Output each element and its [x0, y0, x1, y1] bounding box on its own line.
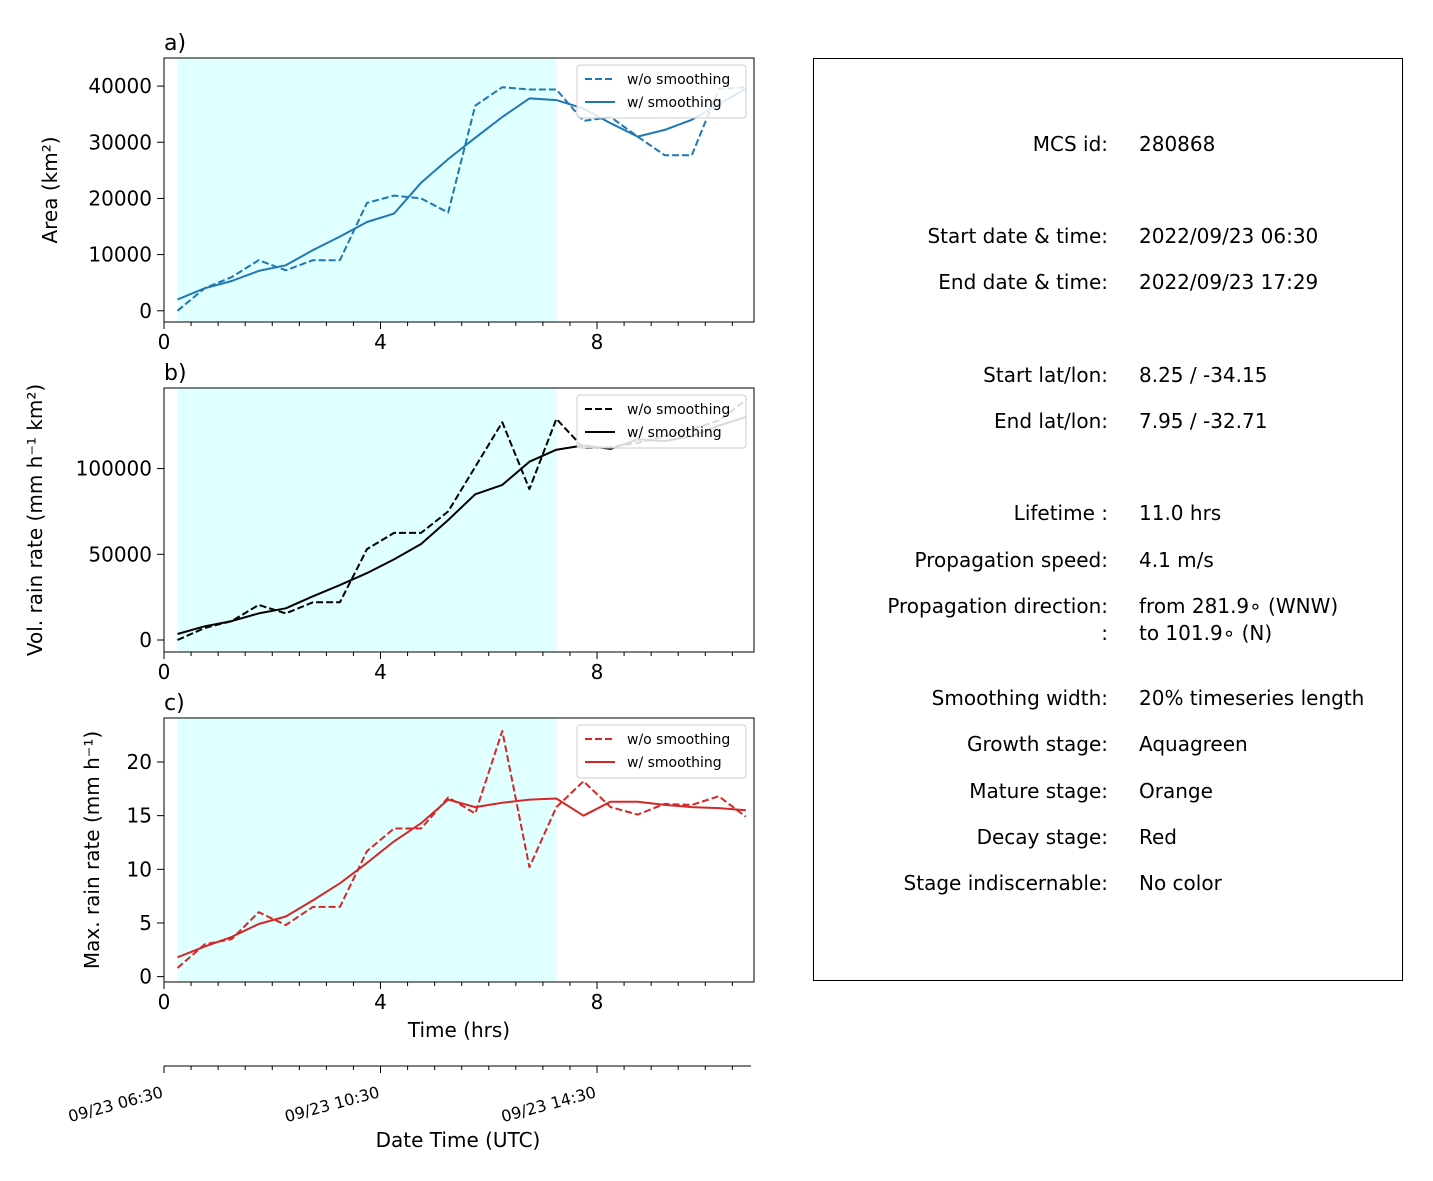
info-label: : — [1101, 621, 1108, 645]
legend-label: w/ smoothing — [627, 95, 722, 111]
info-label: End lat/lon: — [994, 409, 1108, 433]
info-value: 7.95 / -32.71 — [1139, 409, 1268, 433]
info-value: 2022/09/23 06:30 — [1139, 224, 1319, 248]
info-label: Growth stage: — [966, 732, 1108, 756]
panel-label: b) — [164, 361, 187, 386]
x-tick-label: 4 — [374, 990, 387, 1014]
info-value: to 101.9∘ (N) — [1139, 621, 1273, 645]
info-label: Propagation direction: — [887, 594, 1108, 618]
info-label: Propagation speed: — [914, 548, 1108, 572]
info-label: Lifetime : — [1013, 501, 1108, 525]
y-tick-label: 20 — [127, 750, 152, 774]
legend-box — [576, 394, 747, 449]
x-tick-label: 0 — [158, 330, 171, 354]
info-value: 8.25 / -34.15 — [1139, 363, 1268, 387]
info-value: 2022/09/23 17:29 — [1139, 270, 1319, 294]
axes-frame — [163, 57, 755, 323]
legend-label: w/o smoothing — [627, 72, 730, 88]
info-label: Start lat/lon: — [983, 363, 1108, 387]
x-tick-label: 0 — [158, 990, 171, 1014]
growth-stage-shading — [177, 388, 557, 652]
info-value: Aquagreen — [1139, 732, 1248, 756]
x-tick-label: 8 — [591, 330, 604, 354]
x-tick-label: 4 — [374, 330, 387, 354]
y-tick-label: 20000 — [88, 186, 152, 210]
info-value: 20% timeseries length — [1139, 686, 1365, 710]
info-label: Mature stage: — [969, 779, 1108, 803]
datetime-tick-label: 09/23 10:30 — [283, 1083, 382, 1127]
y-axis-label: Vol. rain rate (mm h⁻¹ km²) — [23, 384, 47, 656]
info-label: Smoothing width: — [931, 686, 1108, 710]
info-label: Stage indiscernable: — [903, 871, 1108, 895]
y-tick-label: 0 — [139, 965, 152, 989]
info-value: 280868 — [1139, 132, 1216, 156]
info-value: Red — [1139, 825, 1177, 849]
datetime-tick-label: 09/23 06:30 — [66, 1083, 165, 1127]
x-tick-label: 8 — [591, 660, 604, 684]
axes-frame — [163, 387, 755, 653]
mcs-info-panel: MCS id: 280868 Start date & time: 2022/0… — [813, 58, 1403, 981]
panel-c: 0 4 8 0 5 10 15 20 Max. rain rate (mm h⁻¹) c) w/o … — [80, 691, 755, 1014]
legend-box — [576, 724, 747, 779]
y-tick-label: 15 — [127, 804, 152, 828]
series-line-raw — [176, 86, 746, 312]
y-tick-label: 10000 — [88, 243, 152, 267]
info-value: 4.1 m/s — [1139, 548, 1214, 572]
datetime-axis: 09/23 06:30 09/23 10:30 09/23 14:30 — [66, 1065, 751, 1127]
legend-box — [576, 64, 747, 119]
info-label: Start date & time: — [927, 224, 1108, 248]
series-line-raw — [176, 729, 747, 969]
info-value: from 281.9∘ (WNW) — [1139, 594, 1339, 618]
y-tick-label: 40000 — [88, 74, 152, 98]
x-tick-label: 4 — [374, 660, 387, 684]
legend-label: w/o smoothing — [627, 732, 730, 748]
x-tick-label: 0 — [158, 660, 171, 684]
axes-frame — [163, 717, 755, 983]
info-label: End date & time: — [938, 270, 1108, 294]
info-label: MCS id: — [1032, 132, 1108, 156]
xlabel-datetime: Date Time (UTC) — [376, 1128, 541, 1152]
info-label: Decay stage: — [976, 825, 1108, 849]
y-tick-label: 5 — [139, 911, 152, 935]
y-tick-label: 100000 — [76, 457, 152, 481]
y-axis-label: Area (km²) — [38, 136, 62, 243]
y-tick-label: 0 — [139, 628, 152, 652]
series-line-smoothed — [177, 797, 746, 959]
panel-label: c) — [164, 691, 185, 716]
y-tick-label: 10 — [127, 857, 152, 881]
y-tick-label: 0 — [139, 299, 152, 323]
info-value: No color — [1139, 871, 1222, 895]
info-value: 11.0 hrs — [1139, 501, 1222, 525]
panel-b: 0 4 8 0 50000 100000 Vol. rain rate (mm h⁻¹ km… — [23, 361, 755, 684]
xlabel-time: Time (hrs) — [407, 1018, 510, 1042]
panel-a: 0 4 8 0 10000 20000 30000 40000 Area (km²) a) w/o … — [38, 31, 755, 354]
info-value: Orange — [1139, 779, 1213, 803]
legend-label: w/o smoothing — [627, 402, 730, 418]
y-tick-label: 50000 — [88, 542, 152, 566]
series-line-smoothed — [177, 88, 747, 301]
growth-stage-shading — [177, 58, 557, 322]
panel-label: a) — [164, 31, 186, 56]
legend-label: w/ smoothing — [627, 755, 722, 771]
legend-label: w/ smoothing — [627, 425, 722, 441]
y-axis-label: Max. rain rate (mm h⁻¹) — [80, 731, 104, 969]
time-axis-label: Time (hrs) — [407, 1018, 510, 1042]
y-tick-label: 30000 — [88, 130, 152, 154]
datetime-tick-label: 09/23 14:30 — [499, 1083, 598, 1127]
x-tick-label: 8 — [591, 990, 604, 1014]
